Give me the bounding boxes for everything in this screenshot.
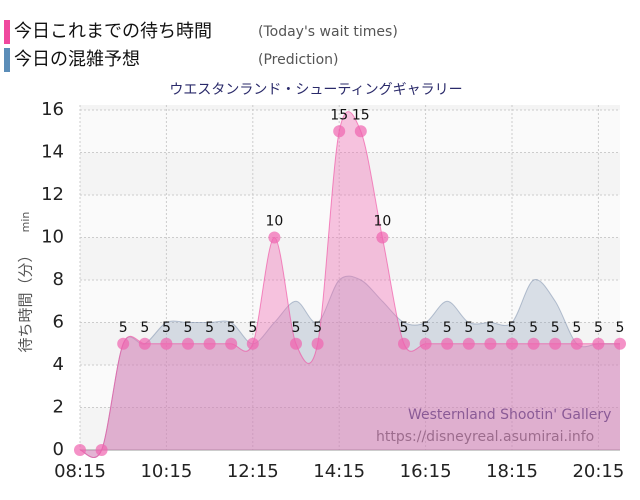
grid-band bbox=[80, 195, 620, 238]
point bbox=[268, 231, 281, 244]
point bbox=[614, 337, 626, 350]
data-label: 5 bbox=[292, 320, 301, 336]
x-tick-label: 16:15 bbox=[400, 461, 452, 482]
y-tick-label: 6 bbox=[53, 312, 64, 333]
point bbox=[225, 337, 238, 350]
data-label: 5 bbox=[421, 320, 430, 336]
data-label: 5 bbox=[119, 320, 128, 336]
data-label: 5 bbox=[551, 320, 560, 336]
point bbox=[570, 337, 583, 350]
watermark: Westernland Shootin' Gallery bbox=[408, 407, 611, 423]
line bbox=[79, 275, 620, 458]
data-label: 5 bbox=[464, 320, 473, 336]
source: https://disneyreal.asumirai.info bbox=[376, 429, 594, 445]
point bbox=[311, 337, 324, 350]
legend-note: (Today's wait times) bbox=[258, 24, 398, 40]
y-label: 待ち時間（分） bbox=[17, 247, 35, 352]
point bbox=[290, 337, 302, 350]
area bbox=[80, 111, 620, 458]
data-label: 5 bbox=[400, 320, 409, 336]
point bbox=[484, 337, 497, 350]
data-label: 15 bbox=[352, 107, 370, 123]
legend-swatch bbox=[4, 20, 10, 44]
point bbox=[354, 125, 367, 138]
data-label: 10 bbox=[373, 214, 391, 230]
data-label: 5 bbox=[227, 320, 236, 336]
point bbox=[592, 337, 605, 350]
legend-label: 今日の混雑予想 bbox=[14, 49, 140, 70]
point bbox=[398, 337, 410, 350]
data-label: 5 bbox=[184, 320, 193, 336]
data-label: 5 bbox=[140, 320, 149, 336]
data-label: 10 bbox=[265, 214, 283, 230]
data-label: 15 bbox=[330, 107, 348, 123]
y-tick-label: 2 bbox=[53, 397, 64, 418]
data-label: 5 bbox=[443, 320, 452, 336]
data-label: 5 bbox=[616, 320, 625, 336]
grid-band bbox=[80, 365, 620, 408]
y-tick-label: 10 bbox=[41, 227, 64, 248]
x-tick-label: 18:15 bbox=[486, 461, 538, 482]
point bbox=[527, 337, 540, 350]
data-label: 5 bbox=[205, 320, 214, 336]
data-label: 5 bbox=[313, 320, 322, 336]
point bbox=[160, 337, 173, 350]
y-axis-title: 待ち時間（分） min bbox=[17, 212, 35, 353]
y-label-unit: min bbox=[19, 212, 32, 233]
point bbox=[74, 444, 86, 456]
grid-band bbox=[80, 110, 620, 153]
x-tick-label: 14:15 bbox=[313, 461, 365, 482]
x-tick-label: 12:15 bbox=[227, 461, 279, 482]
data-label: 5 bbox=[486, 320, 495, 336]
data-label: 5 bbox=[248, 320, 257, 336]
data-label: 5 bbox=[594, 320, 603, 336]
grid-band bbox=[80, 280, 620, 323]
legend-note: (Prediction) bbox=[258, 52, 338, 68]
legend-swatch bbox=[4, 48, 10, 72]
point bbox=[333, 125, 346, 138]
x-tick-label: 20:15 bbox=[572, 461, 624, 482]
y-tick-label: 0 bbox=[53, 439, 64, 460]
y-tick-label: 12 bbox=[41, 184, 64, 205]
point bbox=[246, 337, 259, 350]
legend-label: 今日これまでの待ち時間 bbox=[14, 21, 212, 42]
point bbox=[419, 337, 432, 350]
point bbox=[138, 337, 151, 350]
point bbox=[462, 337, 475, 350]
chart-title: ウエスタンランド・シューティングギャラリー bbox=[169, 82, 462, 98]
y-tick-label: 14 bbox=[41, 142, 64, 163]
area bbox=[80, 276, 620, 458]
point bbox=[203, 337, 216, 350]
point bbox=[95, 444, 108, 456]
point bbox=[182, 337, 194, 350]
point bbox=[441, 337, 454, 350]
point bbox=[376, 231, 389, 244]
point bbox=[117, 337, 130, 350]
x-tick-label: 08:15 bbox=[54, 461, 106, 482]
y-tick-label: 8 bbox=[53, 269, 64, 290]
data-label: 5 bbox=[162, 320, 171, 336]
x-tick-label: 10:15 bbox=[140, 461, 192, 482]
data-label: 5 bbox=[572, 320, 581, 336]
point bbox=[549, 337, 562, 350]
point bbox=[506, 337, 518, 350]
y-tick-label: 4 bbox=[53, 354, 64, 375]
data-label: 5 bbox=[508, 320, 517, 336]
y-tick-label: 16 bbox=[41, 99, 64, 120]
data-label: 5 bbox=[529, 320, 538, 336]
